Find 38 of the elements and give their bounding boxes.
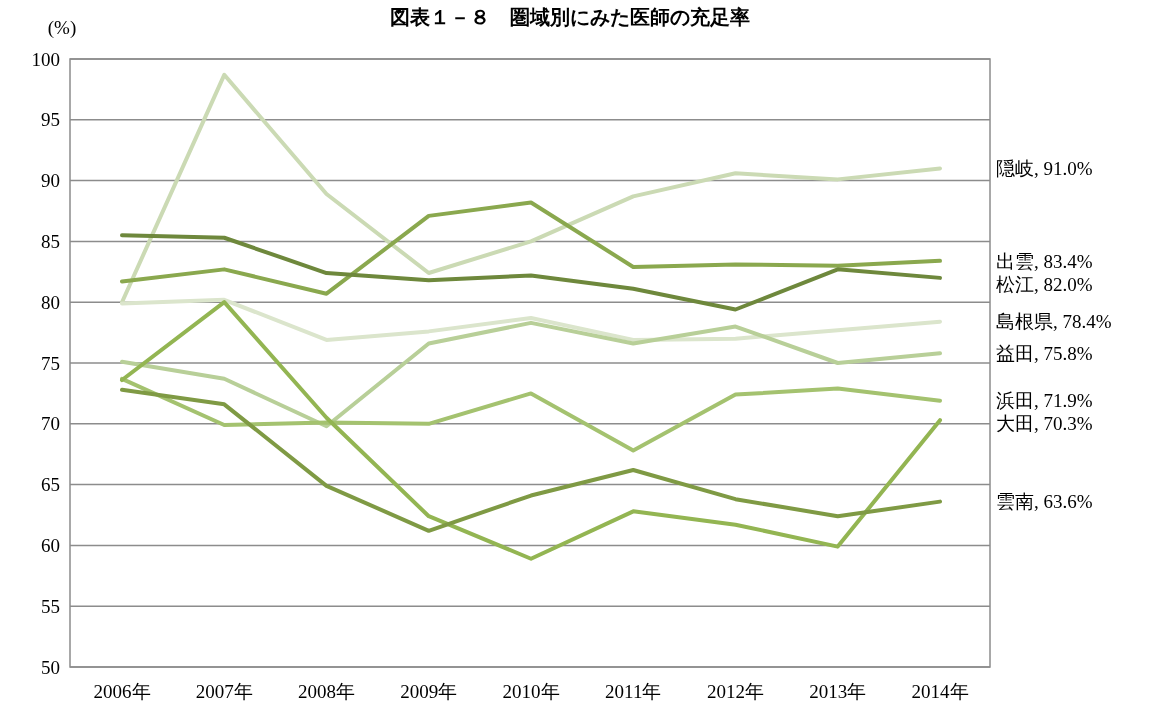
line-series [120,300,942,561]
x-tick-label: 2011年 [605,681,662,702]
line-series [120,320,942,429]
line-series [120,297,942,342]
text: 雲南, 63.6% [996,491,1093,513]
y-tick-label: 65 [41,474,60,496]
text: 益田, 75.8% [996,342,1093,364]
y-tick-label: 95 [41,109,60,131]
y-tick-label: 75 [41,352,60,374]
text: 浜田, 71.9% [996,390,1093,412]
x-tick-label: 2010年 [502,681,560,702]
chart-title: 図表１－８ 圏域別にみた医師の充足率 [390,5,750,29]
text: 大田, 70.3% [996,413,1093,435]
y-tick-label: 70 [41,413,60,435]
x-tick-label: 2009年 [400,681,458,702]
y-tick-label: 80 [41,291,60,313]
x-tick-label: 2006年 [93,681,151,702]
text: 島根県, 78.4% [996,311,1112,333]
x-tick-label: 2013年 [809,681,867,702]
y-axis-title: (%) [47,17,77,39]
x-tick-label: 2012年 [707,681,764,702]
line-series [120,233,942,312]
y-tick-label: 50 [41,656,60,678]
text: 松江, 82.0% [996,273,1093,295]
x-tick-label: 2014年 [911,681,969,702]
text: 出雲, 83.4% [996,250,1093,272]
y-tick-label: 100 [31,48,60,70]
x-tick-label: 2008年 [298,681,355,702]
x-tick-label: 2007年 [195,681,253,702]
line-series [120,72,942,305]
text: 隠岐, 91.0% [996,158,1093,180]
line-series [120,376,942,453]
y-tick-label: 90 [41,170,60,192]
y-tick-label: 85 [41,231,60,253]
y-tick-label: 55 [41,595,60,617]
line-series [120,200,942,296]
y-tick-label: 60 [41,535,60,557]
line-series [120,387,942,533]
